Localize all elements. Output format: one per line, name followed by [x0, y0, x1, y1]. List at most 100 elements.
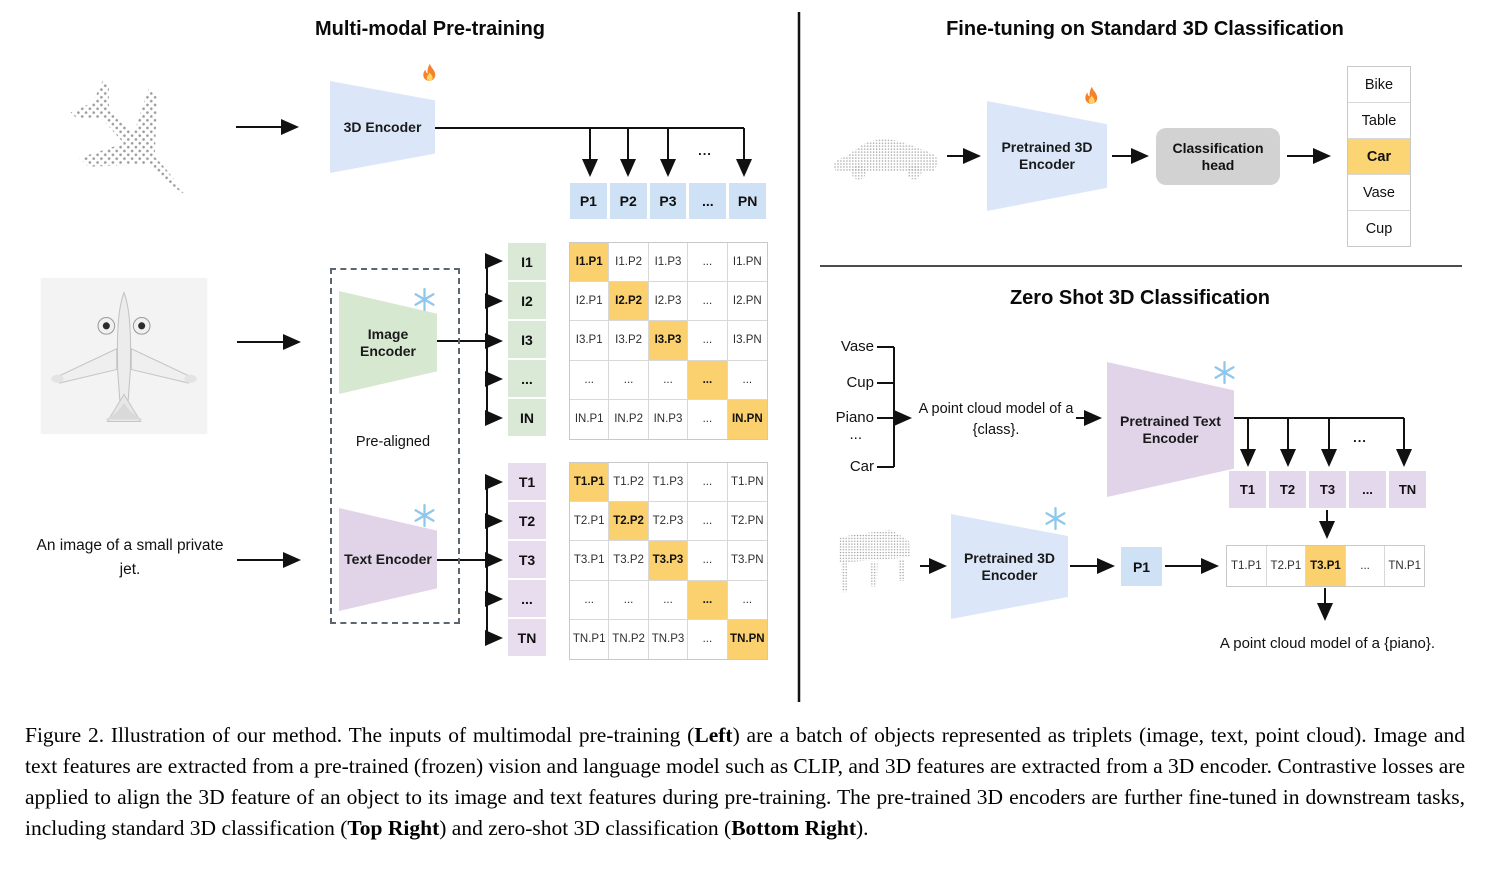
match-cell: T3.P1 — [1306, 546, 1346, 586]
p-cell: ... — [689, 183, 727, 219]
match-cell: T2.P1 — [1267, 546, 1307, 586]
class-item: Table — [1348, 103, 1410, 139]
matrix-cell: ... — [688, 580, 728, 620]
t-cell: T1 — [508, 463, 546, 500]
i-cell: I1 — [508, 243, 546, 280]
t-cell: ... — [508, 580, 546, 617]
image-point-similarity-matrix: I1.P1 I1.P2 I1.P3... I1.PN I2.P1 I2.P2 I2.P3..… — [569, 242, 768, 440]
matrix-cell: ... — [688, 399, 728, 439]
prealigned-label: Pre-aligned — [355, 434, 431, 450]
t-row-ellipsis: ... — [1353, 430, 1367, 445]
jet-photo-image — [40, 278, 208, 434]
matrix-cell: T3.P2 — [609, 541, 649, 581]
t-cell: ... — [1349, 471, 1386, 508]
t-cell: TN — [1389, 471, 1426, 508]
i-cell: IN — [508, 399, 546, 436]
matrix-cell: ... — [688, 243, 728, 283]
piano-point-cloud-image — [839, 529, 911, 593]
snowflake-icon — [1045, 506, 1066, 531]
zeroshot-encoder-label: Pretrained 3D Encoder — [963, 549, 1056, 583]
matrix-cell: IN.PN — [727, 399, 767, 439]
matrix-cell: ... — [648, 360, 689, 400]
matrix-cell: I2.P1 — [570, 282, 610, 322]
t-cell: T3 — [1309, 471, 1346, 508]
car-point-cloud-image — [834, 139, 938, 180]
matrix-cell: I3.P2 — [609, 321, 649, 361]
figure-caption: Figure 2. Illustration of our method. Th… — [25, 720, 1465, 844]
matrix-cell: ... — [727, 581, 767, 620]
figure-diagram: Multi-modal Pre-training 3D Encoder ... … — [36, 12, 1462, 702]
caption-bold-text: Left — [694, 723, 733, 747]
caption-bold-text: Top Right — [347, 816, 440, 840]
zeroshot-match-row: T1.P1 T2.P1 T3.P1... TN.P1 — [1226, 545, 1425, 587]
prompt-text: A point cloud model of a {class}. — [918, 401, 1074, 438]
p-feature-row: P1 P2 P3... PN — [570, 183, 766, 219]
matrix-cell: T1.PN — [727, 463, 767, 503]
t-cell: T2 — [1269, 471, 1306, 508]
caption-text: ) are a batch of objects represented as … — [25, 723, 1466, 840]
finetune-encoder-label: Pretrained 3D Encoder — [1001, 139, 1093, 172]
matrix-cell: T1.P2 — [609, 463, 649, 503]
word-cup: Cup — [846, 374, 874, 391]
caption-bold-text: Bottom Right — [731, 816, 857, 840]
word-vase: Vase — [840, 338, 874, 355]
matrix-cell: ... — [609, 580, 649, 620]
matrix-cell: I1.P2 — [609, 243, 649, 283]
matrix-cell: ... — [570, 360, 610, 400]
matrix-cell: ... — [727, 361, 767, 400]
pretrained-text-encoder-label: Pretrained Text Encoder — [1120, 412, 1221, 446]
finetune-pretrained-3d-encoder: Pretrained 3D Encoder — [987, 101, 1107, 211]
p-cell: P3 — [649, 183, 687, 219]
caption-text: ) and zero-shot 3D classification ( — [439, 816, 732, 840]
matrix-cell: I1.P1 — [570, 243, 610, 283]
matrix-cell: ... — [688, 541, 728, 581]
image-encoder-label: Image Encoder — [359, 325, 416, 359]
matrix-cell: T3.P1 — [570, 541, 610, 581]
matrix-cell: T3.P3 — [648, 541, 689, 581]
caption-text: Figure 2. Illustration of our method. Th… — [25, 723, 695, 747]
match-cell: T1.P1 — [1227, 546, 1267, 586]
finetune-title: Fine-tuning on Standard 3D Classificatio… — [946, 18, 1344, 40]
word-piano: Piano — [835, 409, 874, 426]
matrix-cell: T2.P2 — [609, 502, 649, 542]
text-encoder-label: Text Encoder — [344, 551, 432, 567]
matrix-cell: TN.PN — [727, 619, 767, 659]
i-cell: I3 — [508, 321, 546, 358]
p-cell: P1 — [570, 183, 607, 219]
match-cell: TN.P1 — [1388, 560, 1421, 572]
matrix-cell: T1.P3 — [648, 463, 689, 503]
matrix-cell: ... — [688, 502, 728, 542]
p-cell: P2 — [609, 183, 647, 219]
matrix-cell: T1.P1 — [570, 463, 610, 503]
matrix-cell: I2.P2 — [609, 282, 649, 322]
text-feature-column: T1 T2 T3... TN — [508, 463, 546, 656]
matrix-cell: ... — [570, 580, 610, 620]
t-cell: T1 — [1229, 471, 1266, 508]
matrix-cell: T2.P1 — [570, 502, 610, 542]
class-item: Car — [1348, 139, 1410, 175]
class-item: Cup — [1365, 220, 1393, 237]
matrix-cell: I2.P3 — [648, 282, 689, 322]
matrix-cell: TN.P3 — [649, 619, 689, 659]
matrix-cell: ... — [609, 360, 649, 400]
matrix-cell: T3.PN — [727, 541, 767, 581]
zeroshot-title: Zero Shot 3D Classification — [1009, 287, 1271, 309]
text-point-similarity-matrix: T1.P1 T1.P2 T1.P3... T1.PN T2.P1 T2.P2 T2.P3..… — [569, 462, 768, 660]
fire-icon — [423, 63, 436, 81]
prealigned-box — [330, 268, 460, 624]
matrix-cell: ... — [648, 580, 689, 620]
jet-caption-text: An image of a small private jet. — [36, 537, 224, 578]
p1-feature-cell: P1 — [1121, 547, 1162, 586]
snowflake-icon — [414, 287, 435, 312]
snowflake-icon — [1214, 360, 1235, 385]
class-list: Bike Table Car Vase Cup — [1347, 66, 1411, 247]
matrix-cell: IN.P3 — [649, 399, 689, 439]
encoder-3d: 3D Encoder — [330, 81, 435, 173]
matrix-cell: ... — [688, 463, 728, 503]
matrix-cell: IN.P1 — [570, 399, 610, 439]
matrix-cell: I3.PN — [727, 321, 767, 361]
t-cell: TN — [508, 619, 546, 656]
matrix-cell: ... — [688, 360, 728, 400]
matrix-cell: ... — [688, 282, 728, 322]
